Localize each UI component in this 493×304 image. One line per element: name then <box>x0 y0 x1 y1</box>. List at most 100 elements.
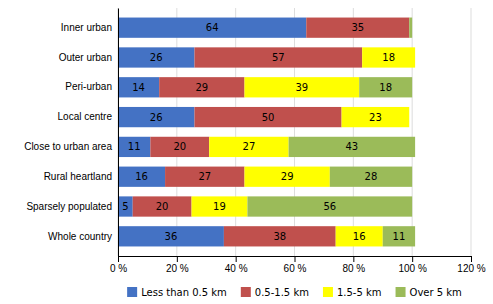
bar <box>224 226 336 246</box>
x-tick-mark <box>471 256 472 262</box>
legend-swatch <box>127 287 137 297</box>
bar <box>289 137 415 157</box>
bars <box>118 18 415 247</box>
grid-line <box>412 8 413 256</box>
bar <box>118 77 159 97</box>
bar <box>330 167 412 187</box>
data-label: 11 <box>128 141 141 152</box>
bar <box>118 47 194 67</box>
y-tick-label: Local centre <box>58 111 113 122</box>
y-tick: Close to urban area <box>24 141 118 152</box>
bar <box>336 226 383 246</box>
x-tick: 40 % <box>225 256 248 274</box>
data-label: 35 <box>351 22 364 33</box>
y-tick: Sparsely populated <box>26 201 118 212</box>
data-label: 20 <box>173 141 186 152</box>
plot: 6426142611165363557295020272038183923272… <box>24 8 486 274</box>
y-tick-label: Inner urban <box>61 22 112 33</box>
y-tick: Outer urban <box>59 52 118 63</box>
bar <box>383 226 415 246</box>
data-label: 27 <box>243 141 256 152</box>
data-label: 64 <box>206 22 219 33</box>
data-label: 5 <box>122 201 128 212</box>
x-tick: 80 % <box>342 256 365 274</box>
x-tick-label: 40 % <box>225 263 248 274</box>
chart: 6426142611165363557295020272038183923272… <box>0 0 493 304</box>
bar <box>150 137 209 157</box>
bar <box>118 167 165 187</box>
grid-line <box>353 8 354 256</box>
bar <box>118 137 150 157</box>
x-tick-mark <box>236 256 237 262</box>
data-label: 23 <box>369 112 382 123</box>
x-tick-mark <box>353 256 354 262</box>
x-tick: 0 % <box>110 256 127 274</box>
bar <box>359 77 412 97</box>
data-label: 38 <box>273 231 286 242</box>
grid-line <box>118 8 119 256</box>
x-tick: 60 % <box>284 256 307 274</box>
grid <box>118 8 471 256</box>
data-label: 16 <box>135 171 148 182</box>
x-tick-mark <box>412 256 413 262</box>
data-label: 20 <box>156 201 169 212</box>
legend-label: 1.5-5 km <box>337 287 382 298</box>
data-label: 43 <box>345 141 358 152</box>
data-label: 28 <box>365 171 378 182</box>
bar <box>306 18 409 38</box>
data-label: 36 <box>165 231 178 242</box>
data-label: 18 <box>379 82 392 93</box>
legend-swatch <box>396 287 406 297</box>
data-label: 14 <box>132 82 145 93</box>
data-label: 57 <box>272 52 285 63</box>
y-axis: Inner urban Outer urban Peri-urban Local ce… <box>24 9 118 257</box>
x-tick-label: 60 % <box>284 263 307 274</box>
bar <box>118 196 133 216</box>
y-tick: Rural heartland <box>44 171 118 182</box>
y-tick: Peri-urban <box>65 81 118 92</box>
data-label: 27 <box>198 171 211 182</box>
legend-item: 0.5-1.5 km <box>241 287 309 298</box>
y-tick-label: Sparsely populated <box>26 201 112 212</box>
bar <box>409 107 410 127</box>
grid-line <box>294 8 295 256</box>
bar <box>415 47 416 67</box>
bar <box>192 196 248 216</box>
legend: Less than 0.5 km 0.5-1.5 km 1.5-5 km Over 5… <box>127 287 462 298</box>
x-tick-mark <box>118 256 119 262</box>
bar <box>118 18 306 38</box>
bar <box>244 167 329 187</box>
x-tick-mark <box>177 256 178 262</box>
bar <box>118 226 224 246</box>
bar <box>247 196 412 216</box>
legend-item: Less than 0.5 km <box>127 287 227 298</box>
data-label: 39 <box>295 82 308 93</box>
grid-line <box>235 8 236 256</box>
legend-label: 0.5-1.5 km <box>255 287 309 298</box>
y-tick: Local centre <box>58 111 118 122</box>
data-label: 16 <box>353 231 366 242</box>
y-tick-label: Peri-urban <box>65 81 112 92</box>
y-tick: Inner urban <box>61 22 118 33</box>
y-tick-label: Whole country <box>48 231 112 242</box>
data-label: 26 <box>150 112 163 123</box>
y-tick-label: Rural heartland <box>44 171 112 182</box>
data-label: 29 <box>281 171 294 182</box>
data-label: 56 <box>323 201 336 212</box>
grid-line <box>176 8 177 256</box>
legend-swatch <box>323 287 333 297</box>
y-tick-label: Outer urban <box>59 52 112 63</box>
bar <box>362 47 415 67</box>
x-tick-mark <box>295 256 296 262</box>
bar <box>209 137 288 157</box>
x-tick-label: 0 % <box>110 263 127 274</box>
legend-item: Over 5 km <box>396 287 462 298</box>
legend-swatch <box>241 287 251 297</box>
bar <box>409 18 412 38</box>
bar <box>194 107 341 127</box>
data-labels: 6426142611165363557295020272038183923272… <box>122 22 405 242</box>
data-label: 29 <box>195 82 208 93</box>
data-label: 11 <box>393 231 406 242</box>
y-axis-line <box>118 9 119 257</box>
data-label: 26 <box>150 52 163 63</box>
